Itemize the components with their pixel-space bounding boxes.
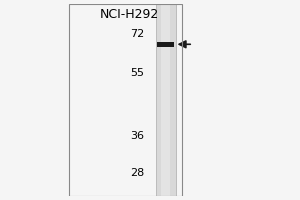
- Text: 72: 72: [130, 29, 144, 39]
- Bar: [161, 4, 170, 196]
- Bar: [69, 4, 182, 196]
- Bar: [157, 42, 174, 47]
- Text: NCI-H292: NCI-H292: [100, 8, 160, 21]
- Text: 28: 28: [130, 168, 144, 178]
- Bar: [156, 4, 176, 196]
- Text: 55: 55: [130, 68, 144, 78]
- Text: 36: 36: [130, 131, 144, 141]
